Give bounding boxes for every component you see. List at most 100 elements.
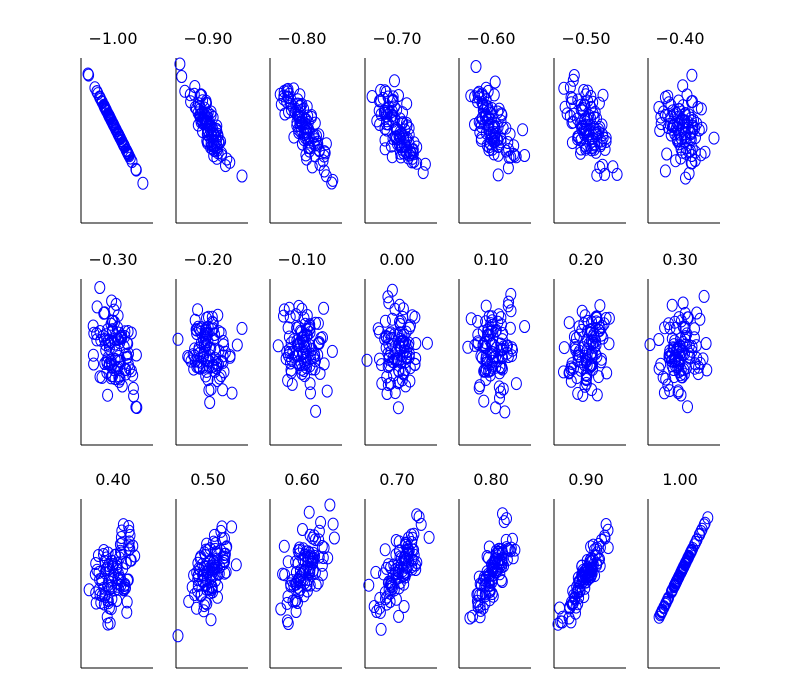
data-point [279, 568, 291, 582]
data-point [305, 386, 316, 400]
data-point [496, 553, 508, 567]
data-point [662, 378, 674, 392]
data-point [406, 309, 418, 323]
data-point [294, 119, 306, 133]
data-point [465, 312, 477, 326]
data-point [313, 550, 325, 564]
data-point [192, 359, 204, 373]
data-point [88, 357, 100, 371]
data-point [492, 120, 504, 134]
data-point [374, 352, 385, 366]
data-point [480, 299, 492, 313]
scatter-panel: −0.40 [647, 29, 720, 224]
data-point [120, 143, 132, 157]
data-point [395, 341, 406, 355]
data-point [327, 173, 339, 187]
data-point [397, 106, 408, 120]
data-point [401, 131, 413, 145]
panel-title: 0.20 [568, 250, 604, 269]
data-point [328, 531, 340, 545]
scatter-panel: −0.80 [269, 29, 342, 224]
data-point [661, 147, 673, 161]
data-point [462, 340, 474, 354]
data-point [569, 591, 581, 605]
data-point [499, 405, 511, 419]
data-point [503, 543, 515, 557]
data-point [581, 333, 593, 347]
data-point [482, 111, 494, 125]
data-point [509, 149, 521, 163]
data-point [317, 154, 329, 168]
data-point [389, 302, 401, 316]
data-point [122, 146, 133, 159]
data-point [201, 364, 213, 378]
data-point [102, 559, 114, 573]
data-point [385, 345, 397, 359]
data-point [413, 510, 425, 524]
data-point [197, 557, 208, 571]
data-point [217, 349, 229, 363]
data-point [121, 605, 133, 619]
data-point [320, 137, 332, 151]
data-point [573, 349, 585, 363]
data-point [94, 281, 106, 294]
data-point [502, 161, 514, 175]
scatter-panel: 0.80 [458, 470, 531, 669]
scatter-panel: 0.30 [644, 250, 720, 446]
data-point [94, 588, 106, 602]
data-point [315, 331, 327, 345]
data-point [172, 629, 184, 643]
data-point [381, 370, 393, 384]
data-point [189, 588, 201, 602]
data-point [307, 531, 319, 545]
data-point [497, 382, 509, 396]
data-point [303, 135, 315, 149]
data-point [198, 604, 210, 618]
data-point [680, 171, 691, 185]
panel-title: −0.40 [655, 29, 704, 48]
data-point [309, 138, 321, 152]
data-point [411, 508, 423, 522]
scatter-panel: 0.10 [458, 250, 531, 446]
data-point [687, 95, 698, 108]
data-point [593, 370, 604, 384]
data-point [383, 575, 395, 589]
data-point [202, 373, 214, 387]
data-point [679, 306, 691, 320]
data-point [115, 546, 127, 560]
data-point [579, 349, 591, 363]
data-point [582, 113, 594, 127]
data-point [218, 365, 230, 379]
data-point [567, 597, 579, 611]
data-point [383, 296, 395, 310]
data-point [574, 574, 586, 588]
data-point [501, 512, 512, 526]
data-point [698, 289, 710, 303]
data-point [480, 578, 492, 591]
data-point [98, 306, 110, 320]
data-point [278, 309, 289, 323]
data-point [186, 580, 198, 594]
data-point [174, 57, 186, 71]
data-point [99, 555, 111, 568]
data-point [417, 166, 429, 180]
panel-title: 0.80 [473, 470, 509, 489]
data-point [322, 551, 334, 565]
data-point [675, 388, 687, 402]
data-point [496, 318, 507, 332]
data-point [558, 81, 570, 95]
data-point [472, 600, 484, 614]
data-point [207, 135, 219, 149]
data-point [306, 160, 318, 174]
data-point [285, 103, 297, 117]
panel-title: 0.90 [568, 470, 604, 489]
data-point [394, 112, 406, 126]
data-point [212, 590, 223, 604]
data-point [316, 567, 328, 581]
data-point [361, 353, 373, 367]
data-point [596, 533, 607, 547]
data-point [664, 384, 676, 398]
data-point [96, 370, 108, 384]
data-point [678, 367, 690, 381]
data-point [486, 337, 497, 351]
